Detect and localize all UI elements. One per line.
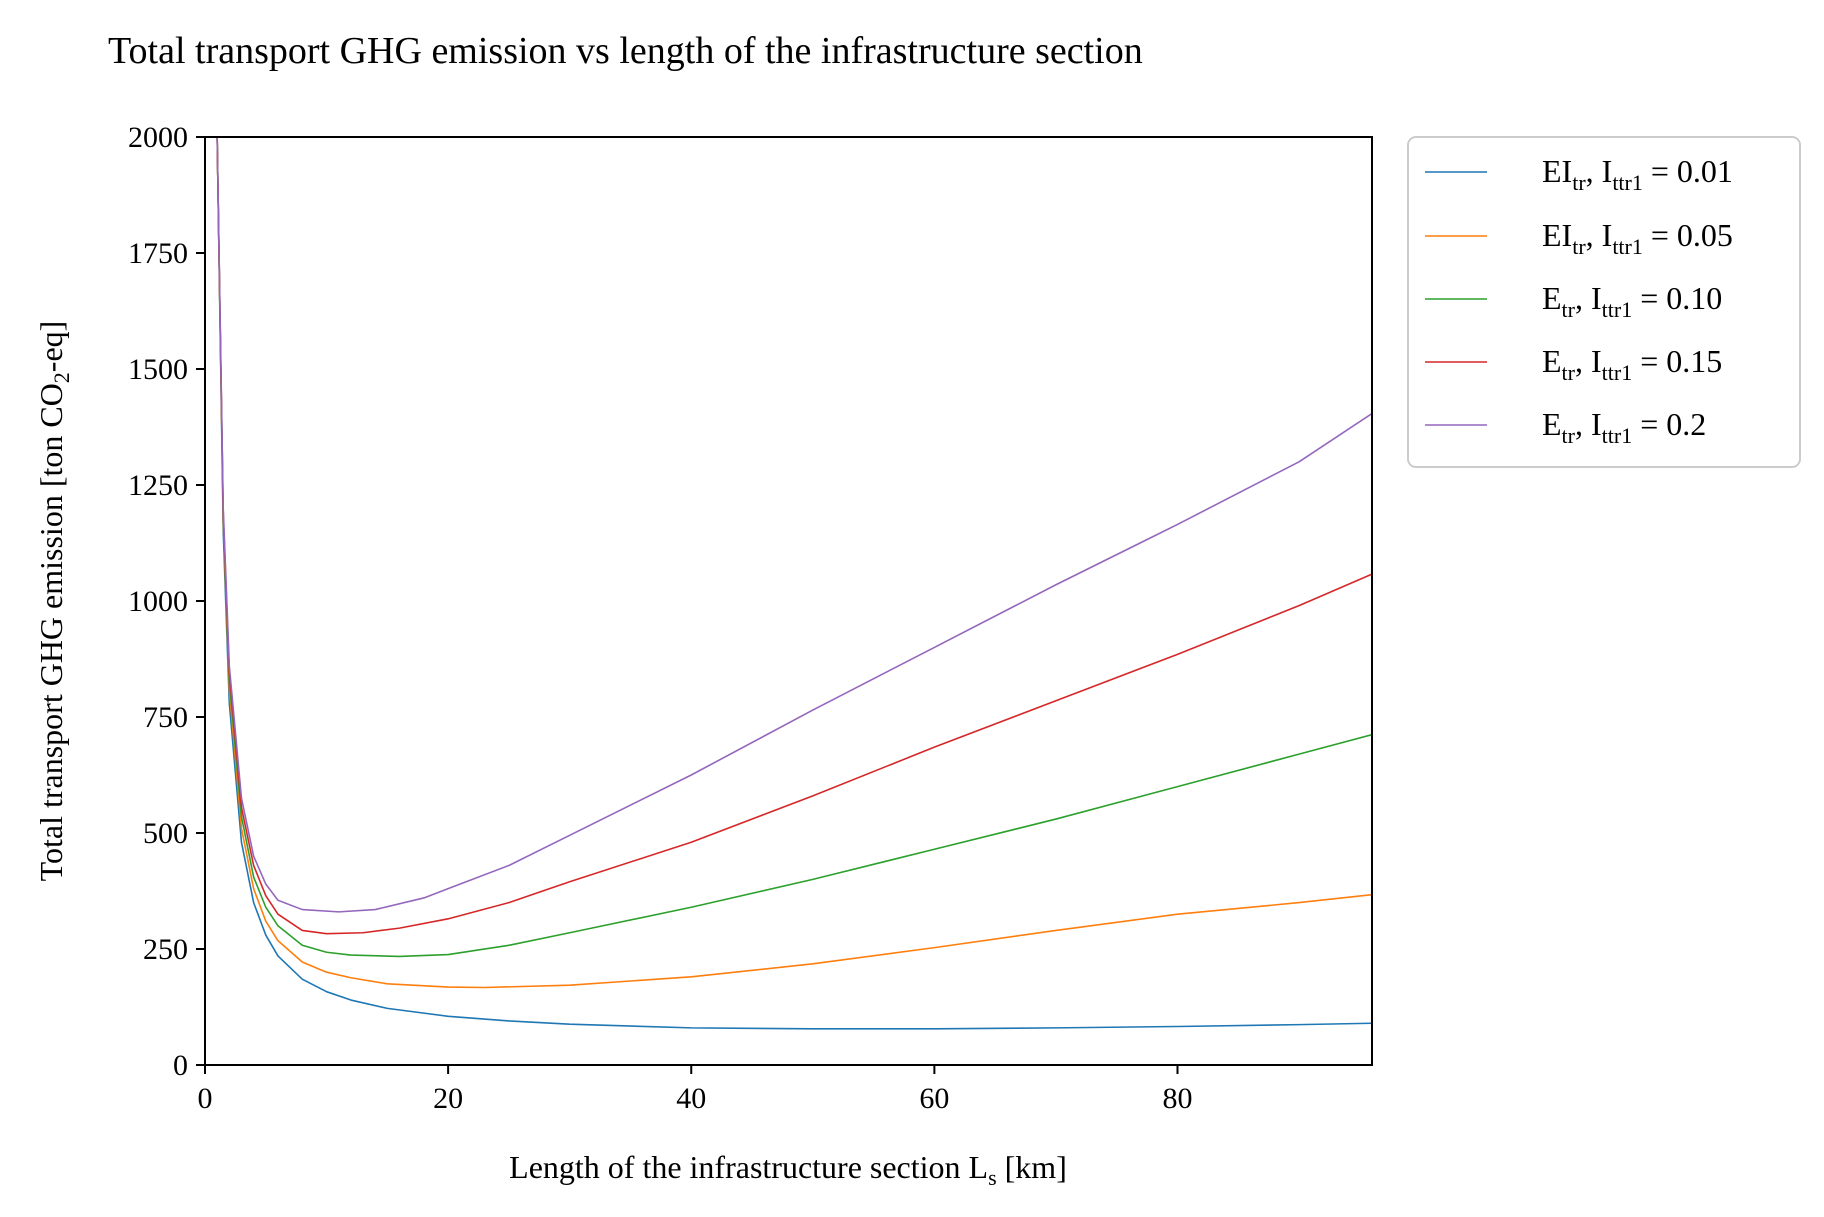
series-line-2	[216, 137, 1372, 989]
legend-entry-1: EItr, Ittr1 = 0.01	[1542, 153, 1733, 195]
series-line-4	[216, 137, 1372, 935]
y-axis-label: Total transport GHG emission [ton CO2-eq…	[33, 321, 74, 882]
y-tick-label: 2000	[128, 121, 188, 154]
y-tick-label: 1000	[128, 585, 188, 618]
y-tick-label: 1750	[128, 237, 188, 270]
y-tick-label: 1500	[128, 353, 188, 386]
plot-frame	[204, 136, 1373, 1066]
x-tick-label: 20	[433, 1082, 463, 1115]
series-lines	[216, 137, 1372, 1030]
y-tick-label: 1250	[128, 469, 188, 502]
x-axis-label: Length of the infrastructure section Ls …	[509, 1149, 1067, 1190]
series-line-1	[216, 137, 1372, 1030]
chart-title: Total transport GHG emission vs length o…	[108, 30, 1143, 72]
series-line-5	[216, 137, 1372, 913]
y-axis: 0 250 500 750 1000 1250 1500 1750 2000	[128, 121, 205, 1082]
legend-box	[1407, 136, 1801, 468]
x-tick-label: 60	[919, 1082, 949, 1115]
legend: EItr, Ittr1 = 0.01 EItr, Ittr1 = 0.05 Etr,…	[1407, 136, 1801, 468]
y-tick-label: 750	[143, 701, 188, 734]
x-axis: 0 20 40 60 80	[198, 1065, 1193, 1115]
x-tick-label: 80	[1163, 1082, 1193, 1115]
legend-entry-5: Etr, Ittr1 = 0.2	[1542, 406, 1706, 448]
y-tick-label: 250	[143, 933, 188, 966]
legend-entry-4: Etr, Ittr1 = 0.15	[1542, 343, 1722, 385]
y-tick-label: 0	[173, 1049, 188, 1082]
legend-entry-3: Etr, Ittr1 = 0.10	[1542, 280, 1722, 322]
x-tick-label: 0	[198, 1082, 213, 1115]
series-line-3	[216, 137, 1372, 958]
legend-entry-2: EItr, Ittr1 = 0.05	[1542, 217, 1733, 259]
y-tick-label: 500	[143, 817, 188, 850]
x-tick-label: 40	[676, 1082, 706, 1115]
